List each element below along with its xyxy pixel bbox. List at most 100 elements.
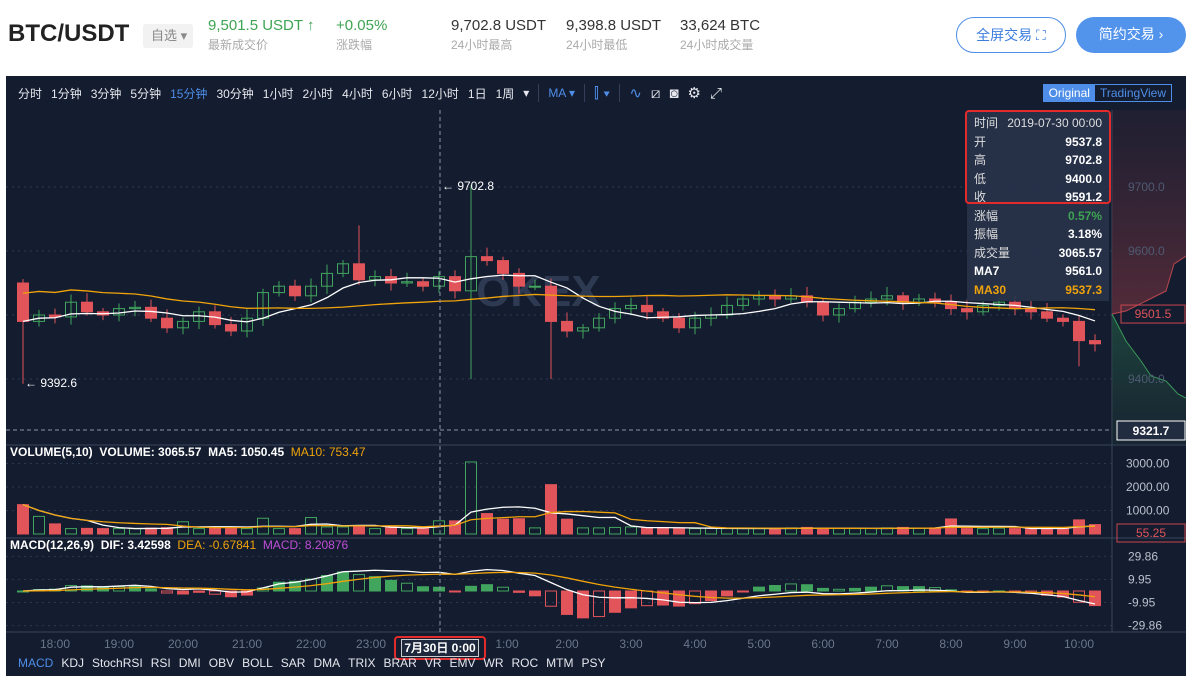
candle-body: [225, 324, 237, 332]
time-tick: 20:00: [168, 637, 198, 651]
macd-histogram-bar: [401, 582, 413, 592]
indicator-tab[interactable]: SAR: [280, 656, 306, 670]
candle-type-icon[interactable]: ⫿ ▾: [594, 84, 611, 102]
macd-histogram-bar: [225, 590, 237, 598]
indicator-tab[interactable]: KDJ: [61, 656, 85, 670]
indicator-tab[interactable]: MACD: [18, 656, 54, 670]
line-draw-icon[interactable]: ∿: [629, 85, 642, 102]
interval-tab[interactable]: 1小时: [262, 86, 294, 101]
interval-tab[interactable]: 6小时: [381, 86, 413, 101]
indicator-tab[interactable]: StochRSI: [92, 656, 143, 670]
mode-tradingview[interactable]: TradingView: [1099, 86, 1166, 100]
change-stat: +0.05% 涨跌幅: [336, 17, 387, 53]
candle-body: [145, 306, 157, 319]
ma7-line: [22, 274, 1096, 323]
macd-histogram-bar: [241, 590, 253, 596]
fullscreen-icon[interactable]: ⤢: [709, 84, 722, 102]
mode-original[interactable]: Original: [1043, 85, 1095, 101]
interval-more-caret-icon[interactable]: ▾: [523, 86, 530, 100]
kline-chart[interactable]: OKEX 9700.0 9600.0 9400.0 3000.00 2000.00 1000…: [6, 76, 1186, 676]
interval-tab[interactable]: 分时: [18, 86, 43, 101]
macd-tick: -9.95: [1128, 596, 1156, 610]
indicator-tab[interactable]: WR: [483, 656, 504, 670]
candle-body: [609, 308, 621, 319]
indicator-tab[interactable]: DMI: [178, 656, 201, 670]
candle-body: [737, 298, 749, 306]
volume-bar: [977, 528, 989, 535]
volume-last-label: 55.25: [1136, 526, 1166, 540]
macd-histogram-bar: [769, 585, 781, 592]
indicator-tab[interactable]: RSI: [150, 656, 171, 670]
macd-histogram-bar: [193, 590, 205, 593]
indicator-tab[interactable]: DMA: [313, 656, 341, 670]
volume-bar: [241, 528, 253, 535]
time-tick: 8:00: [939, 637, 963, 651]
interval-tab[interactable]: 4小时: [342, 86, 373, 101]
macd-histogram-bar: [689, 590, 701, 605]
interval-tab[interactable]: 15分钟: [170, 86, 208, 101]
fullscreen-trade-button[interactable]: 全屏交易 ⛶: [956, 17, 1066, 53]
candle-body: [817, 301, 829, 316]
candle-body: [1041, 311, 1053, 319]
ma-indicator-select[interactable]: MA ▾: [548, 86, 576, 100]
volume-bar: [625, 526, 637, 535]
indicator-tab[interactable]: BRAR: [383, 656, 417, 670]
indicator-tab[interactable]: BOLL: [242, 656, 273, 670]
indicator-tab[interactable]: PSY: [581, 656, 606, 670]
simple-trade-button[interactable]: 简约交易 ›: [1076, 17, 1186, 53]
indicator-tab[interactable]: OBV: [208, 656, 235, 670]
indicator-tab[interactable]: EMV: [449, 656, 476, 670]
gear-icon[interactable]: ⚙: [687, 85, 701, 102]
volume-bar: [289, 528, 301, 535]
interval-tab[interactable]: 3分钟: [90, 86, 122, 101]
macd-histogram-bar: [785, 583, 797, 592]
volume-ma5-line: [22, 504, 1096, 530]
last-price: 9,501.5 USDT: [208, 17, 303, 34]
volume-bar: [401, 528, 413, 535]
max-price-marker: ← 9702.8: [442, 179, 494, 193]
fullscreen-trade-label: 全屏交易: [976, 27, 1033, 43]
indicator-tab[interactable]: ROC: [511, 656, 539, 670]
change-value: +0.05%: [336, 17, 388, 34]
volume-bar: [81, 527, 93, 535]
ruler-icon[interactable]: ⧄: [650, 84, 661, 102]
chart-panel[interactable]: OKEX 9700.0 9600.0 9400.0 3000.00 2000.00 1000…: [6, 76, 1186, 676]
tooltip-row: 涨幅 0.57%: [974, 207, 1102, 226]
candle-body: [641, 304, 653, 313]
interval-tab[interactable]: 1日: [467, 86, 487, 101]
camera-icon[interactable]: ◙: [669, 84, 679, 102]
interval-tab[interactable]: 12小时: [421, 86, 459, 101]
interval-tab[interactable]: 1分钟: [51, 86, 82, 101]
macd-histogram-bar: [353, 574, 365, 592]
interval-tab[interactable]: 30分钟: [216, 86, 254, 101]
low-value: 9,398.8 USDT: [566, 17, 662, 34]
volume-bar: [993, 527, 1005, 535]
candle-body: [657, 311, 669, 319]
favorite-dropdown[interactable]: 自选 ▾: [143, 24, 193, 48]
volume-bar: [161, 527, 173, 535]
cursor-time-label: 7月30日 0:00: [394, 636, 486, 660]
macd-histogram-bar: [753, 586, 765, 592]
candle-body: [1089, 340, 1101, 345]
volume-bar: [817, 528, 829, 535]
macd-histogram-bar: [657, 590, 669, 606]
indicator-tab[interactable]: MTM: [546, 656, 574, 670]
volume-bar: [465, 461, 477, 535]
interval-tab[interactable]: 5分钟: [130, 86, 162, 101]
macd-histogram-bar: [449, 590, 461, 593]
interval-tab[interactable]: 1周: [495, 86, 515, 101]
candle-body: [1073, 320, 1085, 342]
interval-tab[interactable]: 2小时: [302, 86, 334, 101]
candle-body: [401, 281, 413, 284]
divider: [584, 84, 586, 102]
volume-bar: [321, 526, 333, 535]
volume-legend: VOLUME(5,10) VOLUME: 3065.57 MA5: 1050.4…: [10, 445, 366, 459]
indicator-tab[interactable]: TRIX: [348, 656, 376, 670]
time-tick: 21:00: [232, 637, 262, 651]
macd-tick: -29.86: [1128, 619, 1162, 633]
chevron-right-icon: ›: [1158, 26, 1164, 42]
candle-body: [161, 317, 173, 329]
time-tick: 3:00: [619, 637, 643, 651]
indicator-tab[interactable]: VR: [424, 656, 442, 670]
macd-histogram-bar: [737, 590, 749, 593]
